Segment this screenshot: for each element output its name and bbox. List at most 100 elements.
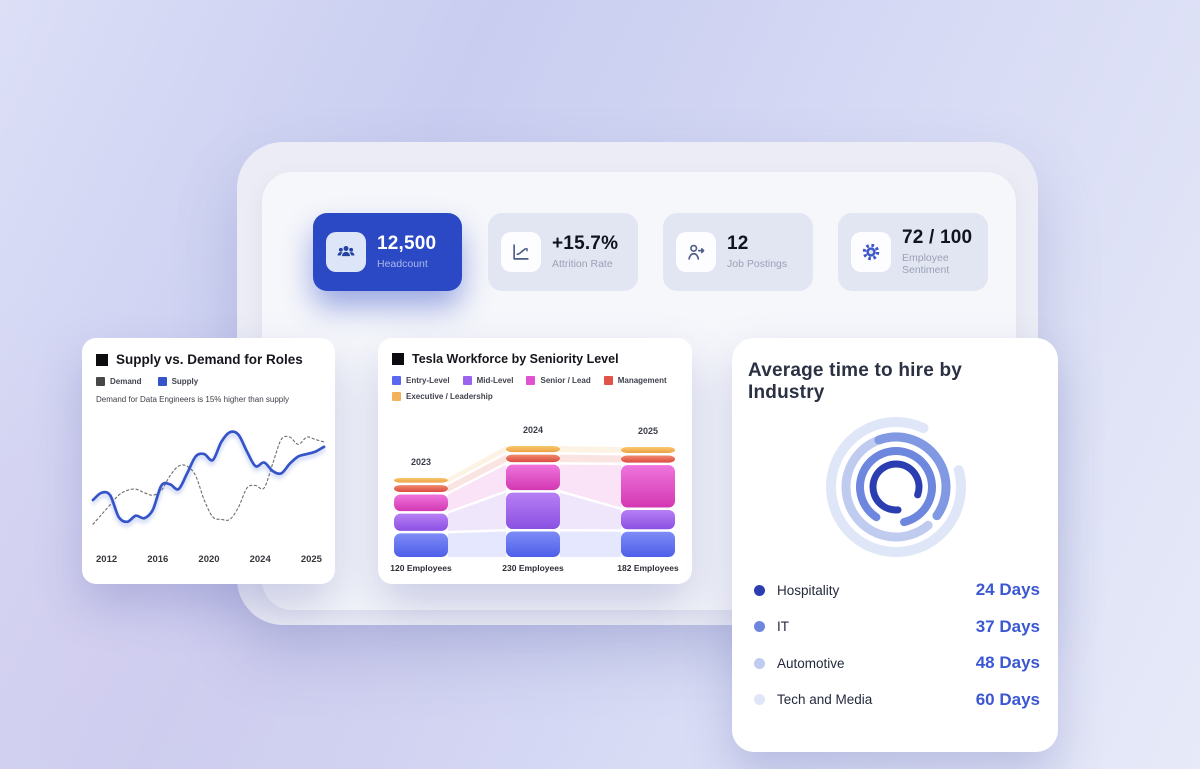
industry-row-tech-and-media: Tech and Media 60 Days xyxy=(754,682,1040,719)
legend-label: Executive / Leadership xyxy=(406,392,493,401)
industry-value: 24 Days xyxy=(975,580,1040,600)
kpi-value: 12,500 xyxy=(377,233,437,255)
industry-dot xyxy=(754,621,765,633)
bar-2024-mid-level xyxy=(506,492,560,530)
supply-demand-x-axis: 2012 2016 2020 2024 2025 xyxy=(96,554,322,565)
flow-ribbon xyxy=(448,464,506,512)
workforce-card: Tesla Workforce by Seniority Level Entry… xyxy=(378,338,692,584)
kpi-card-job-postings[interactable]: 12 Job Postings xyxy=(663,213,813,291)
column-total-label: 182 Employees xyxy=(617,563,679,573)
industry-dot xyxy=(754,694,765,706)
legend-swatch xyxy=(392,392,401,401)
gear-icon xyxy=(851,232,891,272)
column-total-label: 120 Employees xyxy=(390,563,452,573)
legend-swatch xyxy=(526,376,536,385)
legend-item-mid-level[interactable]: Mid-Level xyxy=(462,376,514,385)
ring-automotive xyxy=(841,437,933,542)
bar-2025-mid-level xyxy=(621,509,675,530)
legend-swatch xyxy=(462,376,472,385)
trend-up-icon xyxy=(501,232,541,272)
workforce-stacked-bar-chart: 2023 120 Employees 2024 230 Employees 2025 18… xyxy=(390,425,679,573)
ring-hospitality xyxy=(869,460,923,514)
x-tick-label: 2025 xyxy=(300,554,322,565)
x-tick-label: 2012 xyxy=(96,554,118,565)
time-to-hire-card: Average time to hire by Industry Hospita… xyxy=(732,338,1058,752)
ring-tech-and-media xyxy=(826,417,966,557)
industry-label: Tech and Media xyxy=(777,692,873,708)
supply-demand-legend: Demand Supply xyxy=(96,377,321,386)
legend-item-demand[interactable]: Demand xyxy=(96,377,142,386)
kpi-value: 72 / 100 xyxy=(902,227,973,249)
bar-2025-entry-level xyxy=(621,531,675,557)
supply-demand-card: Supply vs. Demand for Roles Demand Supply… xyxy=(82,338,335,584)
bar-2024-management xyxy=(506,454,560,463)
legend-swatch xyxy=(392,376,401,385)
legend-label: Senior / Lead xyxy=(540,376,591,385)
industry-label: Automotive xyxy=(777,655,845,671)
kpi-label: Attrition Rate xyxy=(552,257,613,270)
bar-2025-executive-leadership xyxy=(621,447,675,454)
people-group-icon xyxy=(326,232,366,272)
kpi-label: Employee Sentiment xyxy=(902,251,950,276)
industry-value: 60 Days xyxy=(975,689,1040,709)
title-square-icon xyxy=(96,353,108,366)
industry-row-it: IT 37 Days xyxy=(754,609,1040,646)
x-tick-label: 2016 xyxy=(147,554,169,565)
workforce-legend-row-1: Entry-Level Mid-Level Senior / Lead Managem… xyxy=(392,376,678,385)
user-arrow-icon xyxy=(676,232,716,272)
industry-label: IT xyxy=(777,619,789,635)
bar-2024-senior-lead xyxy=(506,464,560,491)
x-tick-label: 2024 xyxy=(249,554,271,565)
legend-item-entry-level[interactable]: Entry-Level xyxy=(392,376,450,385)
legend-label: Supply xyxy=(171,377,199,386)
kpi-value: +15.7% xyxy=(552,233,619,255)
supply-demand-title: Supply vs. Demand for Roles xyxy=(96,352,321,367)
workforce-legend-row-2: Executive / Leadership xyxy=(392,392,678,401)
industry-value: 37 Days xyxy=(975,616,1040,636)
industry-value: 48 Days xyxy=(975,653,1040,673)
title-square-icon xyxy=(392,353,404,365)
kpi-card-headcount[interactable]: 12,500 Headcount xyxy=(313,213,462,291)
demand-line xyxy=(92,435,325,525)
bar-2024-executive-leadership xyxy=(506,446,560,453)
bar-2023-management xyxy=(394,485,448,492)
flow-ribbon xyxy=(560,446,621,454)
bar-2023-mid-level xyxy=(394,513,448,531)
kpi-label: Job Postings xyxy=(727,257,788,270)
legend-item-senior-lead[interactable]: Senior / Lead xyxy=(526,376,591,385)
bar-2024-entry-level xyxy=(506,531,560,557)
flow-ribbon xyxy=(560,531,621,557)
ring-automotive-accent xyxy=(874,432,951,521)
column-year-label: 2025 xyxy=(638,426,658,436)
legend-label: Demand xyxy=(110,377,142,386)
kpi-card-attrition-rate[interactable]: +15.7% Attrition Rate xyxy=(488,213,638,291)
supply-demand-note: Demand for Data Engineers is 15% higher … xyxy=(96,395,289,404)
industry-list: Hospitality 24 Days IT 37 Days Automotive 48 … xyxy=(754,572,1040,718)
column-year-label: 2024 xyxy=(523,425,543,435)
bar-2025-management xyxy=(621,455,675,463)
flow-ribbon xyxy=(560,454,621,463)
legend-item-executive-leadership[interactable]: Executive / Leadership xyxy=(392,392,493,401)
bar-2025-senior-lead xyxy=(621,465,675,508)
bar-2023-executive-leadership xyxy=(394,478,448,483)
industry-row-hospitality: Hospitality 24 Days xyxy=(754,572,1040,609)
time-to-hire-title: Average time to hire by Industry xyxy=(748,360,963,403)
legend-swatch xyxy=(603,376,613,385)
flow-ribbon xyxy=(448,454,506,492)
flow-ribbon xyxy=(560,492,621,530)
flow-ribbon xyxy=(448,446,506,483)
time-to-hire-radial-chart xyxy=(826,417,966,557)
kpi-label: Headcount xyxy=(377,257,428,270)
legend-item-management[interactable]: Management xyxy=(603,376,667,385)
bar-2023-senior-lead xyxy=(394,494,448,512)
legend-label: Management xyxy=(617,376,667,385)
legend-label: Mid-Level xyxy=(476,376,514,385)
supply-demand-line-chart xyxy=(91,430,326,525)
column-year-label: 2023 xyxy=(411,457,431,467)
ring-it xyxy=(856,447,936,527)
kpi-card-employee-sentiment[interactable]: 72 / 100 Employee Sentiment xyxy=(838,213,988,291)
legend-swatch xyxy=(96,377,105,386)
flow-ribbon xyxy=(448,492,506,531)
legend-item-supply[interactable]: Supply xyxy=(157,377,199,386)
